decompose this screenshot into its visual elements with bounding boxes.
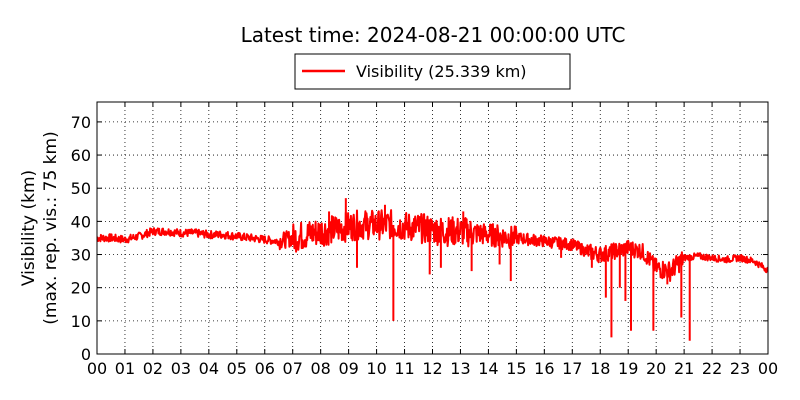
x-tick-label: 03 [171, 359, 191, 378]
x-tick-label: 12 [422, 359, 442, 378]
x-tick-label: 15 [506, 359, 526, 378]
y-tick-label: 40 [71, 212, 91, 231]
y-axis-label-line2: (max. rep. vis.: 75 km) [41, 131, 61, 324]
x-tick-label: 02 [143, 359, 163, 378]
x-tick-label: 17 [562, 359, 582, 378]
x-tick-label: 00 [87, 359, 107, 378]
x-tick-label: 23 [730, 359, 750, 378]
y-axis-tick-labels: 0 10 20 30 40 50 60 70 [71, 113, 91, 364]
y-tick-label: 50 [71, 179, 91, 198]
x-tick-label: 09 [338, 359, 358, 378]
x-tick-label: 16 [534, 359, 554, 378]
x-tick-label: 00 [758, 359, 778, 378]
x-tick-label: 05 [227, 359, 247, 378]
x-tick-label: 11 [394, 359, 414, 378]
axis-ticks [96, 102, 769, 355]
x-tick-label: 08 [310, 359, 330, 378]
x-tick-label: 18 [590, 359, 610, 378]
chart-title: Latest time: 2024-08-21 00:00:00 UTC [241, 23, 626, 47]
y-tick-label: 60 [71, 146, 91, 165]
x-tick-label: 04 [199, 359, 219, 378]
series-line-visibility [96, 209, 769, 282]
y-tick-label: 30 [71, 246, 91, 265]
x-tick-label: 01 [115, 359, 135, 378]
x-axis-tick-labels: 00 01 02 03 04 05 06 07 08 09 10 11 12 13 14 15 16 17 18 19… [87, 359, 778, 378]
y-tick-label: 20 [71, 279, 91, 298]
plot-area [96, 198, 769, 341]
x-tick-label: 19 [618, 359, 638, 378]
x-tick-label: 14 [478, 359, 498, 378]
x-tick-label: 07 [283, 359, 303, 378]
legend: Visibility (25.339 km) [294, 53, 571, 90]
y-tick-label: 0 [81, 345, 91, 364]
x-tick-label: 21 [674, 359, 694, 378]
y-axis-label-line1: Visibility (km) [19, 170, 39, 286]
x-tick-label: 22 [702, 359, 722, 378]
y-tick-label: 70 [71, 113, 91, 132]
legend-entry-visibility: Visibility (25.339 km) [356, 62, 527, 81]
x-tick-label: 20 [646, 359, 666, 378]
x-tick-label: 13 [450, 359, 470, 378]
x-tick-label: 10 [366, 359, 386, 378]
x-tick-label: 06 [255, 359, 275, 378]
y-tick-label: 10 [71, 312, 91, 331]
